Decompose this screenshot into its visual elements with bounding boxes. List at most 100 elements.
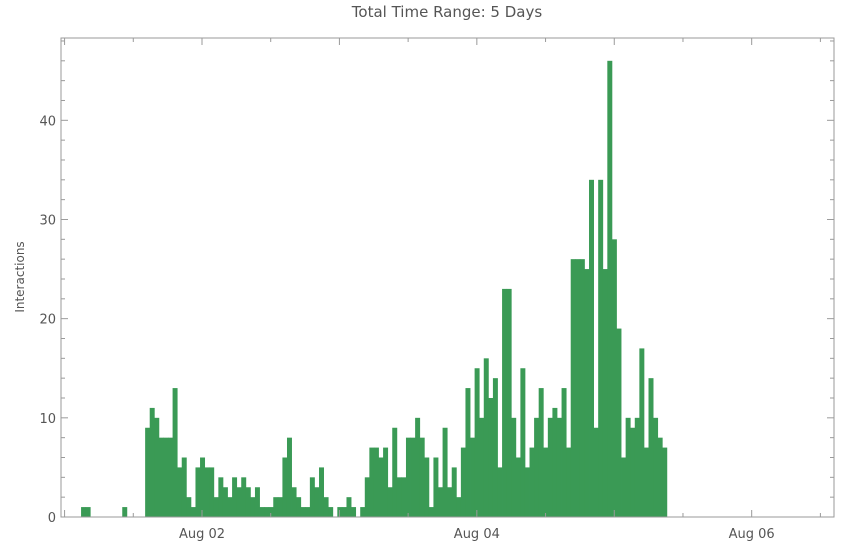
bar [264,507,270,517]
chart-title: Total Time Range: 5 Days [351,3,543,21]
bar [515,457,521,517]
bar [561,388,567,517]
bar [524,467,530,517]
bar [351,507,357,517]
bar [259,507,265,517]
bar [232,477,238,517]
bar [213,497,219,517]
bar [373,447,379,517]
bar [643,447,649,517]
x-tick-label: Aug 06 [729,527,775,542]
bar [254,487,260,517]
bar [657,437,663,517]
bar [122,507,128,517]
bar [584,269,590,517]
bar [222,487,228,517]
bar [227,497,233,517]
bar [602,269,608,517]
bar [570,259,576,517]
bar [410,437,416,517]
bar [520,368,526,517]
bar [158,437,164,517]
bar [451,467,457,517]
bar [415,417,421,517]
bar [433,457,439,517]
bar [154,417,160,517]
ticks-group: 0 10 20 30 40 Aug 02 Aug 04 Aug 06 [39,38,834,542]
bar [589,179,594,517]
bar [424,457,430,517]
y-tick-label: 20 [39,313,56,328]
y-axis-label: Interactions [13,241,27,312]
bar [611,239,617,517]
bar [639,348,645,517]
x-tick-label: Aug 04 [454,527,500,542]
bar [241,477,247,517]
bar [401,477,407,517]
bar [556,417,562,517]
bar [648,378,654,517]
y-tick-label: 0 [48,511,56,526]
bar [218,477,224,517]
bar [296,497,302,517]
bar [314,487,320,517]
bar [470,437,476,517]
bar [209,467,215,517]
bar [534,417,540,517]
bar [447,487,453,517]
bar [593,427,599,517]
bar [319,467,324,517]
bar [236,487,242,517]
bar [268,507,274,517]
bar [456,497,462,517]
bar [364,477,370,517]
bar [305,507,311,517]
bar [286,437,292,517]
bar [163,437,169,517]
bar [529,447,535,517]
bar [181,457,187,517]
bar [488,397,494,517]
bar [392,427,398,517]
bar [177,467,183,517]
bar [538,388,544,517]
y-tick-label: 30 [39,213,56,228]
bar [172,388,178,517]
bar [149,407,155,517]
bar [474,368,480,517]
y-tick-label: 40 [39,114,56,129]
bar [190,507,196,517]
y-tick-label: 10 [39,412,56,427]
bar [360,507,366,517]
bar [195,467,201,517]
bar [460,447,466,517]
bar [341,507,347,517]
bar [625,417,631,517]
bar [204,467,210,517]
bar [405,437,411,517]
bar [607,60,613,518]
bar [273,497,279,517]
bar [634,417,640,517]
bar [200,457,206,517]
bar [419,437,425,517]
bar [85,507,91,517]
bar [630,427,636,517]
bar [502,288,508,517]
bar [250,497,256,517]
bar [575,259,581,517]
bar [346,497,352,517]
bar [492,378,498,517]
bar [168,437,173,517]
bar [442,427,448,517]
bars-group [81,60,668,518]
bar [396,477,402,517]
bar [479,417,485,517]
bar [511,417,517,517]
bar [547,417,553,517]
bar [369,447,375,517]
bar [282,457,288,517]
bar [543,447,549,517]
bar [506,288,512,517]
